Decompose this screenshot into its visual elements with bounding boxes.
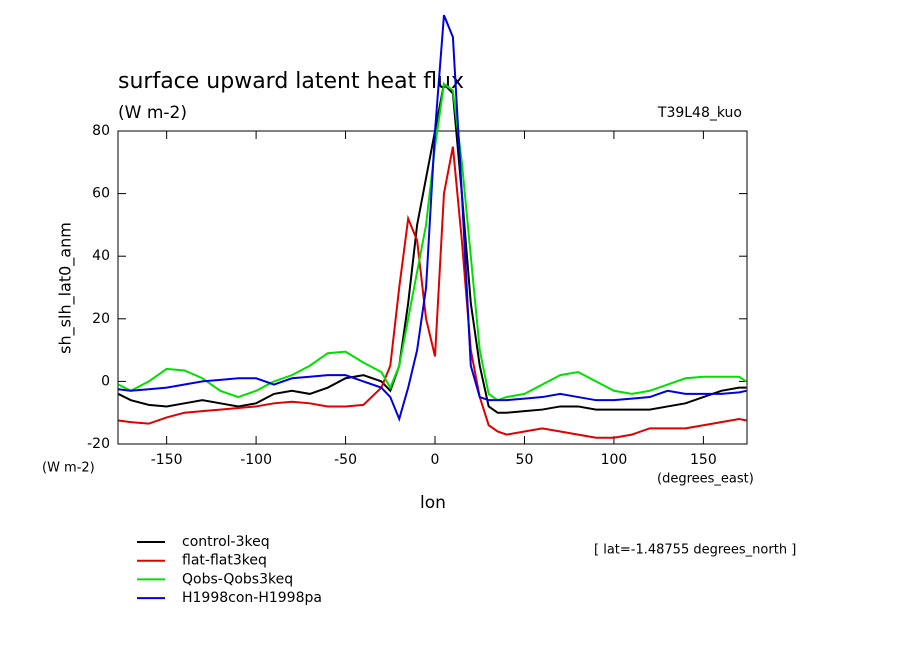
y-tick-label: 80 — [92, 123, 110, 139]
x-tick-label: 50 — [516, 452, 534, 468]
x-tick-label: 0 — [431, 452, 440, 468]
y-tick-label: -20 — [87, 436, 110, 452]
chart-title: surface upward latent heat flux — [118, 69, 464, 94]
series-line — [118, 14, 747, 423]
chart-subtitle: (W m-2) — [118, 103, 187, 123]
series-line — [117, 82, 747, 402]
y-tick-label: 40 — [92, 248, 110, 264]
legend-label: H1998con-H1998pa — [182, 590, 322, 606]
y-tick-label: 60 — [92, 186, 110, 202]
legend-label: Qobs-Qobs3keq — [182, 571, 293, 587]
series-line — [118, 146, 747, 439]
x-tick-label: -50 — [334, 452, 357, 468]
x-tick-label: -150 — [151, 452, 183, 468]
annotation: T39L48_kuo — [657, 105, 742, 121]
x-tick-label: 100 — [601, 452, 628, 468]
y-axis-label: sh_slh_lat0_anm — [56, 222, 76, 354]
footnote: [ lat=-1.48755 degrees_north ] — [594, 543, 796, 558]
legend-label: flat-flat3keq — [182, 553, 267, 569]
x-axis-label: lon — [420, 493, 446, 513]
x-tick-label: 150 — [690, 452, 717, 468]
plot-frame — [117, 130, 748, 445]
y-units: (W m-2) — [42, 461, 95, 476]
legend-label: control-3keq — [182, 534, 270, 550]
y-tick-label: 20 — [92, 311, 110, 327]
y-tick-label: 0 — [101, 373, 110, 389]
x-tick-label: -100 — [240, 452, 272, 468]
x-units: (degrees_east) — [657, 472, 754, 487]
series-line — [117, 81, 747, 414]
